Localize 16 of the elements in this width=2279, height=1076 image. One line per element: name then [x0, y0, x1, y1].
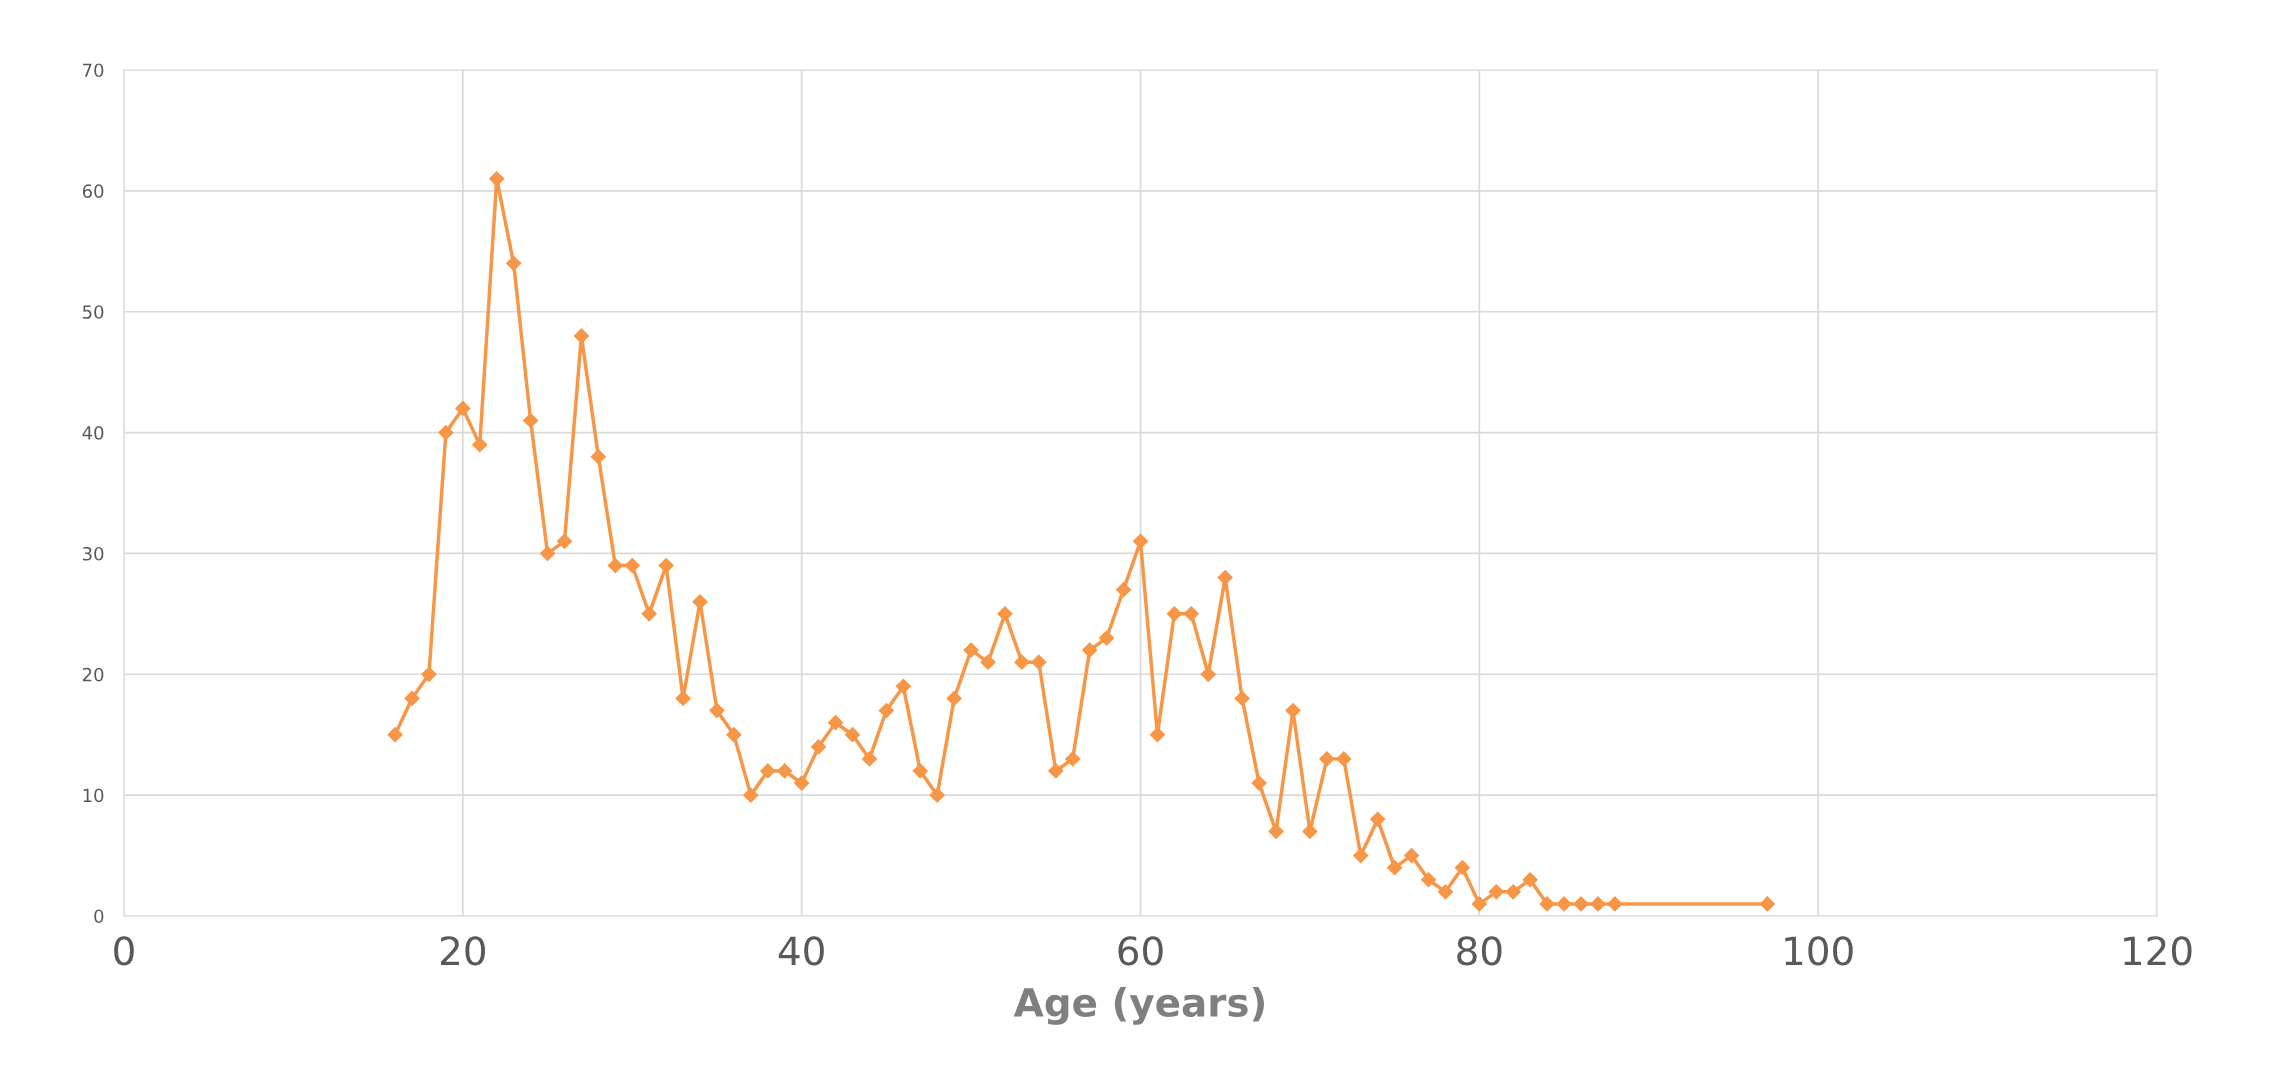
x-tick-label: 100 — [1785, 936, 1853, 966]
x-tick-label: 60 — [1118, 936, 1163, 966]
y-tick-label: 30 — [82, 546, 104, 561]
y-tick-label: 40 — [82, 426, 104, 440]
y-tick-label: 70 — [83, 63, 104, 78]
x-axis-title: Age (years) — [1013, 986, 1264, 1025]
x-tick-label: 0 — [114, 936, 134, 966]
x-tick-label: 80 — [1457, 936, 1502, 966]
y-tick-label: 60 — [82, 184, 104, 198]
y-tick-label: 10 — [83, 788, 104, 803]
x-tick-label: 40 — [778, 936, 824, 966]
x-tick-label: 120 — [2124, 936, 2192, 966]
y-tick-label: 0 — [94, 909, 104, 924]
y-tick-label: 20 — [82, 667, 104, 682]
x-tick-label: 20 — [440, 936, 485, 966]
y-tick-label: 50 — [82, 305, 104, 319]
